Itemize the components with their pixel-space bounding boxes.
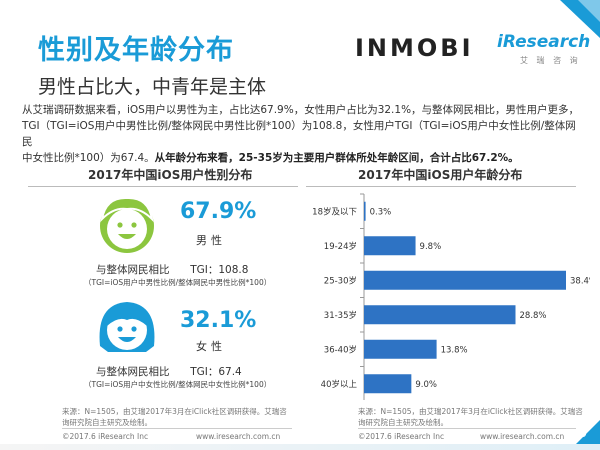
iresearch-logo: iResearch <box>497 32 591 52</box>
age-value-label: 9.0% <box>415 380 437 390</box>
age-value-label: 9.8% <box>420 242 442 252</box>
page-number: 9 <box>580 427 587 440</box>
summary-line-2: TGI（TGI=iOS用户中男性比例/整体网民中男性比例*100）为108.8，… <box>22 120 576 148</box>
age-bar <box>364 374 412 394</box>
page-number-badge <box>570 420 600 450</box>
female-tgi-value: TGI：67.4 <box>190 366 242 378</box>
iresearch-logo-subtitle: 艾 瑞 咨 询 <box>520 56 581 65</box>
age-bar <box>364 305 516 325</box>
male-tgi-line: 与整体网民相比 TGI：108.8 <box>96 262 248 277</box>
age-value-label: 38.4% <box>570 276 590 286</box>
page-title: 性别及年龄分布 <box>38 35 234 66</box>
footer-copyright-right: ©2017.6 iResearch Inc <box>358 432 445 441</box>
summary-line-3: 中女性比例*100）为67.4。从年龄分布来看，25-35岁为主要用户群体所处年… <box>22 150 582 166</box>
age-category-label: 40岁以上 <box>321 379 358 390</box>
footer-source-left-line-1: 来源：N=1505，由艾瑞2017年3月在iClick社区调研获得。艾瑞咨 <box>62 407 287 416</box>
age-category-label: 31-35岁 <box>324 310 357 321</box>
summary-line-1: 从艾瑞调研数据来看，iOS用户以男性为主，占比达67.9%，女性用户占比为32.… <box>22 104 580 116</box>
footer-divider-right <box>358 428 576 429</box>
inmobi-logo: INMOBI <box>355 34 474 62</box>
summary-paragraph: 从艾瑞调研数据来看，iOS用户以男性为主，占比达67.9%，女性用户占比为32.… <box>22 102 582 166</box>
age-bar <box>364 339 437 359</box>
bottom-bar <box>0 444 600 450</box>
footer-source-right-line-2: 询研究院自主研究及绘制。 <box>358 418 448 427</box>
age-title-divider <box>306 186 576 187</box>
footer-source-right: 来源：N=1505，由艾瑞2017年3月在iClick社区调研获得。艾瑞咨 询研… <box>358 406 583 428</box>
male-label: 男性 <box>196 234 226 247</box>
female-user-icon <box>99 302 155 352</box>
gender-title-divider <box>28 186 298 187</box>
footer-website-right: www.iresearch.com.cn <box>480 432 565 441</box>
female-tgi-line: 与整体网民相比 TGI：67.4 <box>96 364 242 379</box>
female-compare-text: 与整体网民相比 <box>96 366 170 378</box>
female-tgi-note: （TGI=iOS用户中女性比例/整体网民中女性比例*100） <box>84 380 272 389</box>
male-tgi-value: TGI：108.8 <box>190 264 249 276</box>
male-compare-text: 与整体网民相比 <box>96 264 170 276</box>
footer-source-right-line-1: 来源：N=1505，由艾瑞2017年3月在iClick社区调研获得。艾瑞咨 <box>358 407 583 416</box>
age-category-label: 18岁及以下 <box>312 206 357 217</box>
female-percentage: 32.1% <box>180 308 257 333</box>
footer-source-left: 来源：N=1505，由艾瑞2017年3月在iClick社区调研获得。艾瑞咨 询研… <box>62 406 287 428</box>
age-bar-chart: 18岁及以下 0.3% 19-24岁 9.8% 25-30岁 38.4% 31-35岁 28.… <box>312 193 590 400</box>
gender-chart-title: 2017年中国iOS用户性别分布 <box>88 168 253 182</box>
age-category-label: 19-24岁 <box>324 241 357 252</box>
age-value-label: 13.8% <box>441 345 468 355</box>
age-bar <box>364 270 566 290</box>
page-subtitle: 男性占比大，中青年是主体 <box>38 76 267 98</box>
age-value-label: 28.8% <box>520 311 547 321</box>
male-tgi-note: （TGI=iOS用户中男性比例/整体网民中男性比例*100） <box>84 278 272 287</box>
footer-copyright-left: ©2017.6 iResearch Inc <box>62 432 149 441</box>
footer-source-left-line-2: 询研究院自主研究及绘制。 <box>62 418 152 427</box>
footer-website-left: www.iresearch.com.cn <box>196 432 281 441</box>
male-user-icon <box>100 196 154 253</box>
male-percentage: 67.9% <box>180 199 257 224</box>
age-bar <box>364 236 416 256</box>
summary-line-3b: 从年龄分布来看，25-35岁为主要用户群体所处年龄区间，合计占比67.2%。 <box>154 152 519 164</box>
female-label: 女性 <box>196 340 226 353</box>
age-category-label: 36-40岁 <box>324 344 357 355</box>
summary-line-3a: 中女性比例*100）为67.4。 <box>22 152 155 164</box>
corner-decoration <box>540 0 600 38</box>
age-category-label: 25-30岁 <box>324 275 357 286</box>
footer-divider-left <box>62 428 292 429</box>
age-value-label: 0.3% <box>370 207 392 217</box>
age-chart-title: 2017年中国iOS用户年龄分布 <box>358 168 523 182</box>
age-bar <box>364 201 366 221</box>
